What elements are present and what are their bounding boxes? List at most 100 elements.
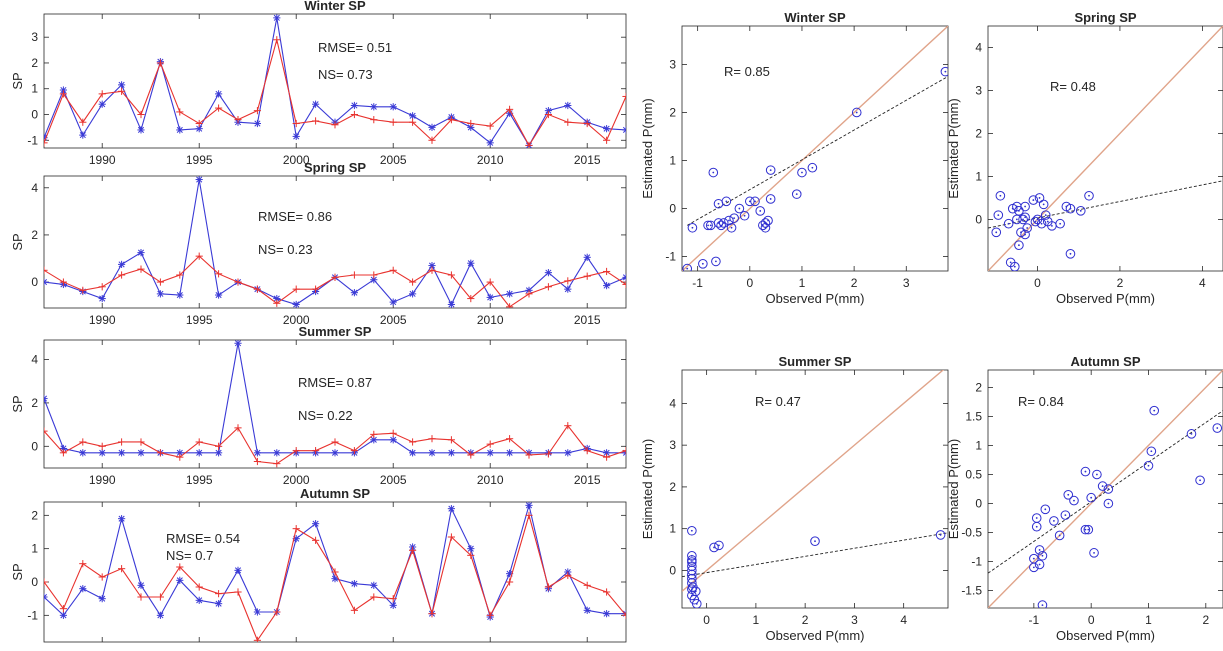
data-point <box>622 447 626 455</box>
x-tick-label: 2 <box>802 613 809 627</box>
data-point <box>176 126 184 134</box>
annotation: R= 0.48 <box>1050 79 1096 94</box>
data-point <box>1031 521 1042 532</box>
data-point <box>807 162 818 173</box>
x-tick-label: 0 <box>1034 276 1041 290</box>
data-point <box>331 121 339 129</box>
data-point <box>564 101 572 110</box>
data-point <box>292 132 300 141</box>
data-point <box>389 103 397 111</box>
data-point <box>44 427 48 435</box>
data-point <box>234 566 242 574</box>
annotation: R= 0.85 <box>724 64 770 79</box>
data-point <box>331 438 339 446</box>
data-point <box>428 136 436 144</box>
annotation: RMSE= 0.54 <box>166 531 240 546</box>
panel-4: -1 0 1 2 3 -1 0 1 2 3 Winter SP Estimated P(mm) Obse… <box>640 10 949 306</box>
data-point <box>447 449 455 457</box>
data-point <box>1083 524 1094 535</box>
data-point <box>1028 195 1039 205</box>
data-point <box>292 525 300 533</box>
data-point <box>79 560 87 568</box>
data-point <box>687 222 698 233</box>
x-tick-label: 2005 <box>380 473 407 487</box>
y-axis-label: SP <box>10 233 25 250</box>
data-point <box>1020 201 1030 212</box>
data-point <box>137 581 145 589</box>
axes-frame <box>987 25 1223 272</box>
y-tick-label: 1 <box>669 522 676 536</box>
data-point <box>59 611 67 619</box>
data-point <box>44 139 48 147</box>
y-tick-label: 3 <box>31 30 38 44</box>
data-point <box>564 277 572 285</box>
x-tick-label: -1 <box>692 276 703 290</box>
data-point <box>1040 504 1051 515</box>
data-point <box>176 576 184 584</box>
data-point <box>1029 562 1039 573</box>
y-axis-label: SP <box>10 395 25 412</box>
y-tick-label: -1 <box>665 250 676 264</box>
plot-area <box>988 26 1223 271</box>
data-point <box>331 449 339 457</box>
data-point <box>428 123 436 131</box>
data-point <box>195 438 203 446</box>
data-point <box>603 136 611 144</box>
data-point <box>583 272 591 280</box>
x-tick-label: 2015 <box>574 153 601 167</box>
data-point <box>1055 218 1065 229</box>
data-point <box>370 271 378 279</box>
data-point <box>79 118 87 126</box>
data-point <box>506 105 514 113</box>
data-point <box>253 457 261 466</box>
panel-7: -1 0 1 2 -1.5 -1 -0.5 0 0.5 1 1.5 2 Autumn SP Estimat… <box>946 354 1223 643</box>
data-point <box>447 116 455 124</box>
x-tick-label: 0 <box>1088 613 1095 627</box>
data-point <box>851 107 862 118</box>
data-point <box>273 36 281 44</box>
panel-5: 0 2 4 0 1 2 3 4 Spring SP Estimated P(mm) Observed… <box>946 10 1223 306</box>
data-point <box>726 222 737 233</box>
y-tick-label: 1 <box>31 542 38 556</box>
data-point <box>940 66 948 77</box>
data-point <box>1212 423 1223 433</box>
data-point <box>44 278 48 286</box>
axes-frame <box>43 501 627 643</box>
data-point <box>273 14 281 22</box>
y-tick-label: 2 <box>975 126 982 140</box>
x-tick-label: 2015 <box>574 313 601 327</box>
data-point <box>603 267 611 276</box>
data-point <box>544 583 552 591</box>
data-point <box>691 599 702 608</box>
data-point <box>1034 545 1045 555</box>
data-point <box>1195 475 1205 486</box>
x-tick-label: 2005 <box>380 313 407 327</box>
x-axis-label: Observed P(mm) <box>1056 291 1155 306</box>
x-tick-label: 4 <box>1199 276 1206 290</box>
data-point <box>703 220 713 231</box>
y-tick-label: -1 <box>27 133 38 147</box>
data-point <box>176 563 184 571</box>
data-point <box>176 291 184 299</box>
data-point <box>253 285 261 293</box>
axes-frame <box>681 25 949 272</box>
data-point <box>350 101 358 110</box>
data-point <box>765 165 776 175</box>
data-point <box>118 81 126 89</box>
x-tick-label: 2 <box>1202 613 1209 627</box>
x-tick-label: 2010 <box>477 473 504 487</box>
data-point <box>1146 446 1157 457</box>
x-tick-label: 1990 <box>89 473 116 487</box>
data-point <box>935 530 946 540</box>
data-point <box>1049 516 1059 526</box>
data-point <box>724 215 734 226</box>
data-point <box>195 449 203 457</box>
data-point <box>428 449 436 457</box>
y-axis-label: Estimated P(mm) <box>946 439 961 539</box>
data-point <box>506 303 514 308</box>
data-point <box>215 104 223 112</box>
data-point <box>467 119 475 128</box>
x-tick-label: 2005 <box>380 153 407 167</box>
data-point <box>137 265 145 273</box>
data-point <box>544 110 552 119</box>
